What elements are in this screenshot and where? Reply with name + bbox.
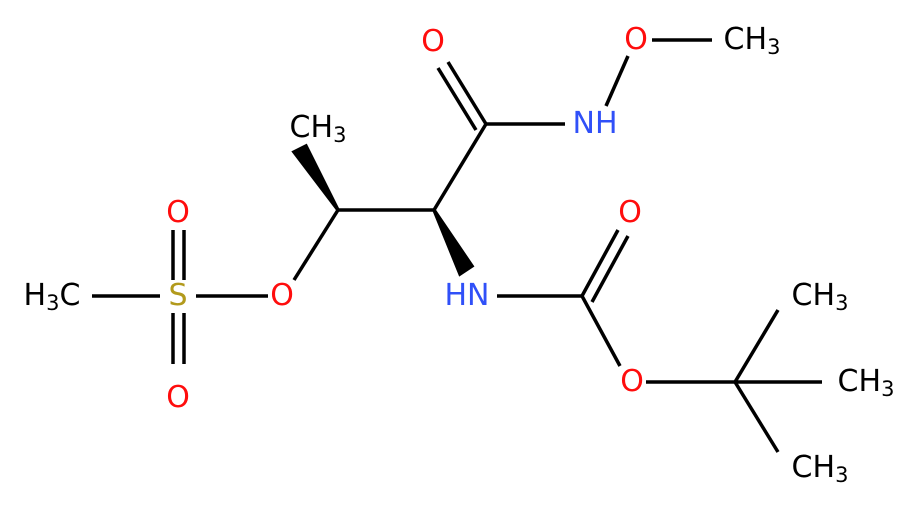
atom-label: CH3 bbox=[792, 450, 849, 488]
bond bbox=[733, 309, 780, 383]
label-part: 3 bbox=[767, 35, 780, 59]
label-part: O bbox=[624, 22, 648, 57]
label-part: 3 bbox=[46, 291, 59, 315]
label-part: CH bbox=[290, 110, 334, 145]
label-part: CH bbox=[838, 364, 882, 399]
bonds bbox=[92, 38, 822, 453]
bond bbox=[590, 235, 630, 303]
label-part: O bbox=[166, 195, 190, 230]
atom-label: CH3 bbox=[290, 110, 347, 148]
atom-labels: O O CH3 NH CH3 O O H3C S O HN CH3 O CH3 … bbox=[24, 22, 895, 488]
label-part: H bbox=[24, 278, 47, 313]
label-part: S bbox=[168, 278, 187, 313]
label-part: O bbox=[166, 380, 190, 415]
label-part: NH bbox=[573, 106, 618, 141]
atom-label: H3C bbox=[24, 278, 81, 316]
atom-label: S bbox=[168, 278, 187, 313]
label-part: 3 bbox=[835, 463, 848, 487]
atom-label: O bbox=[270, 278, 294, 313]
atom-label: HN bbox=[445, 278, 490, 313]
bond bbox=[580, 295, 622, 367]
label-part: 3 bbox=[333, 123, 346, 147]
bond bbox=[604, 55, 630, 107]
atom-label: CH3 bbox=[838, 364, 895, 402]
atom-label: NH bbox=[573, 106, 618, 141]
bond bbox=[436, 67, 478, 131]
atom-label: O bbox=[618, 195, 642, 230]
bond bbox=[446, 61, 488, 125]
label-part: O bbox=[270, 278, 294, 313]
atom-label: O bbox=[166, 195, 190, 230]
bond bbox=[733, 381, 780, 453]
atom-label: O bbox=[166, 380, 190, 415]
label-part: CH bbox=[724, 22, 768, 57]
label-part: CH bbox=[792, 450, 836, 485]
label-part: 3 bbox=[835, 291, 848, 315]
atom-label: CH3 bbox=[792, 278, 849, 316]
label-part: O bbox=[421, 24, 445, 59]
bond bbox=[580, 229, 620, 297]
wedge-bond bbox=[432, 209, 475, 277]
bond bbox=[292, 209, 340, 281]
atom-label: CH3 bbox=[724, 22, 781, 60]
label-part: O bbox=[618, 195, 642, 230]
wedge-bond bbox=[291, 143, 340, 212]
label-part: C bbox=[59, 278, 80, 313]
label-part: HN bbox=[445, 278, 490, 313]
label-part: O bbox=[620, 364, 644, 399]
bond bbox=[432, 123, 488, 211]
atom-label: O bbox=[620, 364, 644, 399]
atom-label: O bbox=[421, 24, 445, 59]
label-part: 3 bbox=[881, 377, 894, 401]
atom-label: O bbox=[624, 22, 648, 57]
label-part: CH bbox=[792, 278, 836, 313]
